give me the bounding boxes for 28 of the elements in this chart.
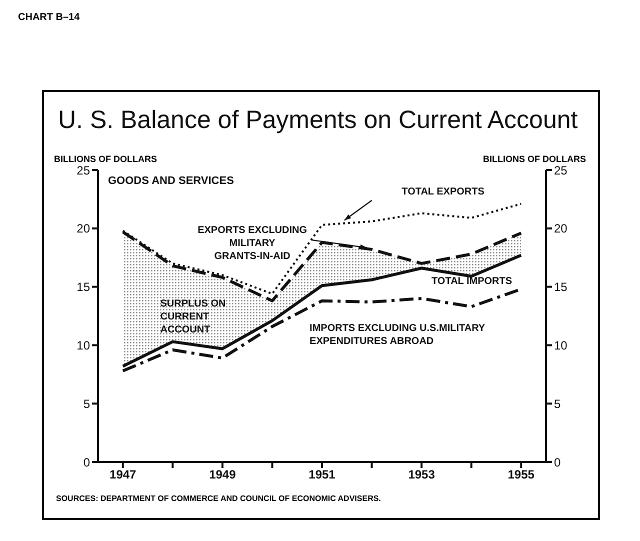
series-label: IMPORTS EXCLUDING U.S.MILITARY EXPENDITURES ABROAD xyxy=(310,323,486,348)
annotation: SURPLUS ON CURRENT ACCOUNT xyxy=(160,298,226,336)
annotation: GOODS AND SERVICES xyxy=(108,175,234,187)
x-tick-label: 1947 xyxy=(110,468,137,482)
chart-title: U. S. Balance of Payments on Current Account xyxy=(58,106,578,135)
y-tick-label: 0 xyxy=(83,455,90,470)
y2-tick-label: 5 xyxy=(554,396,561,411)
y-tick-label: 25 xyxy=(76,163,90,178)
y-tick-label: 15 xyxy=(76,280,90,294)
text: CHART B–14 xyxy=(18,12,80,23)
y-tick-label: 10 xyxy=(76,338,90,352)
x-tick-label: 1949 xyxy=(209,468,236,482)
y-tick-label: 20 xyxy=(76,222,90,236)
y2-tick-label: 10 xyxy=(554,338,568,352)
y2-tick-label: 0 xyxy=(554,455,561,470)
y2-tick-label: 20 xyxy=(554,222,568,236)
y2-tick-label: 15 xyxy=(554,280,568,294)
x-tick-label: 1951 xyxy=(308,468,336,482)
source-note: SOURCES: DEPARTMENT OF COMMERCE AND COUNCIL OF ECONOMIC ADVISERS. xyxy=(56,494,381,503)
series-label: TOTAL IMPORTS xyxy=(432,276,512,287)
series-label: TOTAL EXPORTS xyxy=(402,186,485,198)
y2-axis-title: BILLIONS OF DOLLARS xyxy=(483,154,586,164)
y-axis-title: BILLIONS OF DOLLARS xyxy=(54,154,157,164)
y2-tick-label: 25 xyxy=(554,163,568,178)
x-tick-label: 1953 xyxy=(408,468,436,482)
x-tick-label: 1955 xyxy=(508,468,535,482)
y-tick-label: 5 xyxy=(83,396,90,411)
series-label: EXPORTS EXCLUDING MILITARY GRANTS-IN-AID xyxy=(198,225,308,262)
